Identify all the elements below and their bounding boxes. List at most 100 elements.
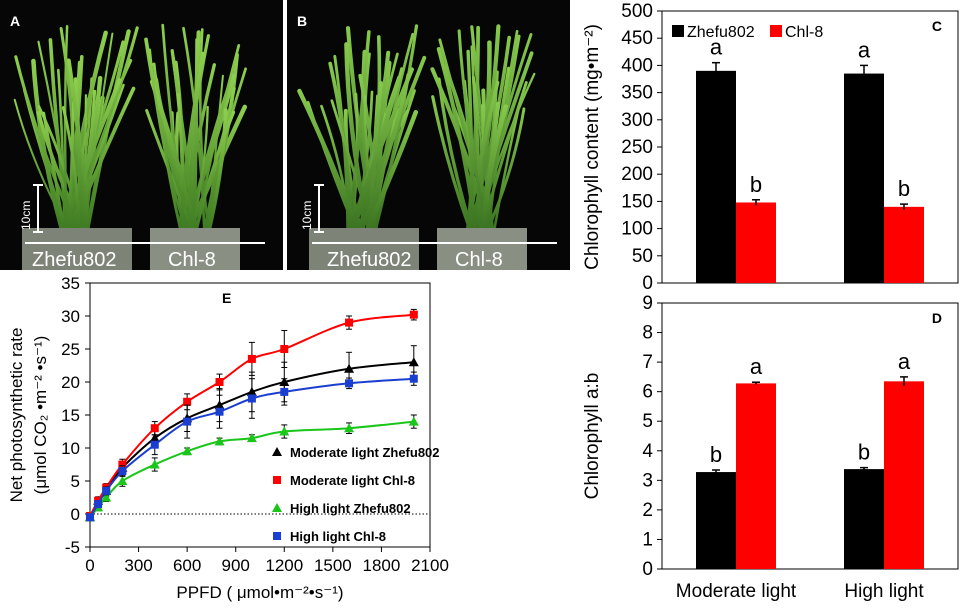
bar-chl-8-2 xyxy=(884,206,924,283)
curve-high-light-zhefu802 xyxy=(89,420,414,518)
data-point xyxy=(85,512,95,522)
data-point xyxy=(247,354,256,363)
rice-plants-photo-b: B 10cm Zhefu802 Chl-8 xyxy=(287,0,570,270)
legend-label: High light Zhefu802 xyxy=(290,501,411,516)
rice-leaf-blade xyxy=(472,80,483,233)
x-tick-label: 1500 xyxy=(314,556,352,575)
data-point xyxy=(183,417,192,426)
y-axis-label-line2: (μmol CO₂ •m⁻² •s⁻¹) xyxy=(31,336,50,495)
rice-leaf-blade xyxy=(297,88,360,235)
photo-label-zhefu802-b: Zhefu802 xyxy=(327,249,412,270)
y-tick-label: 7 xyxy=(642,352,653,373)
data-point xyxy=(279,377,290,386)
data-point xyxy=(344,363,355,373)
data-point xyxy=(149,459,160,469)
x-tick-label: 2100 xyxy=(411,556,449,575)
significance-letter: b xyxy=(898,176,910,201)
legend-marker xyxy=(273,476,281,484)
plot-frame xyxy=(661,302,959,570)
data-point xyxy=(409,310,418,319)
rice-leaf-blade xyxy=(437,77,475,234)
rice-leaf-blade xyxy=(364,109,419,235)
panel-letter-b: B xyxy=(297,13,307,29)
rice-leaf-blade xyxy=(192,38,199,234)
y-tick-label: 300 xyxy=(621,110,653,131)
y-tick-label: 350 xyxy=(621,83,653,104)
curve-moderate-light-zhefu802 xyxy=(89,361,414,518)
bar-zhefu802-2 xyxy=(844,73,884,283)
data-point xyxy=(94,496,103,505)
bar-zhefu802-1 xyxy=(696,70,736,283)
y-tick-label: 5 xyxy=(71,472,80,491)
y-tick-label: 200 xyxy=(621,164,653,185)
significance-letter: a xyxy=(750,354,763,379)
y-axis-label: Chlorophyll content (mg•m⁻²) xyxy=(582,24,603,270)
data-point xyxy=(214,400,225,410)
y-tick-label: 9 xyxy=(642,293,653,314)
scale-bar-label-b: 10cm xyxy=(300,201,314,230)
y-tick-label: 5 xyxy=(642,411,653,432)
rice-leaf-blade xyxy=(148,48,188,234)
photo-label-chl8-b: Chl-8 xyxy=(455,249,503,270)
x-tick-label: 0 xyxy=(85,556,94,575)
data-point xyxy=(93,495,104,505)
data-point xyxy=(280,387,289,396)
rice-leaf-blade xyxy=(68,100,76,234)
data-point xyxy=(149,433,160,443)
data-point xyxy=(214,436,225,446)
plot-frame xyxy=(89,282,431,548)
photo-panel-b: B 10cm Zhefu802 Chl-8 xyxy=(287,0,570,270)
legend-marker xyxy=(273,532,281,540)
data-point xyxy=(117,462,128,472)
significance-letter: b xyxy=(750,172,762,197)
legend-label: Chl-8 xyxy=(785,24,823,41)
rice-leaf-blade xyxy=(485,107,526,234)
legend-label: Zhefu802 xyxy=(687,24,755,41)
rice-leaf-blade xyxy=(62,26,139,234)
curve-moderate-light-chl-8 xyxy=(89,313,414,517)
data-point xyxy=(182,446,193,456)
data-point xyxy=(86,511,94,520)
data-point xyxy=(409,374,418,383)
data-point xyxy=(345,318,354,327)
significance-letter: a xyxy=(858,37,871,62)
data-point xyxy=(280,345,289,353)
y-tick-label: 3 xyxy=(642,470,653,491)
rice-leaf-blade xyxy=(373,24,419,234)
panel-letter: E xyxy=(222,290,231,306)
legend-marker xyxy=(272,503,282,512)
y-tick-label: 0 xyxy=(642,559,653,580)
data-point xyxy=(102,486,111,495)
scale-bar-label-a: 10cm xyxy=(19,201,33,230)
y-tick-label: 30 xyxy=(61,307,80,326)
bar-chl-8-1 xyxy=(736,383,776,569)
data-point xyxy=(150,424,159,433)
bar-zhefu802-2 xyxy=(844,469,884,569)
data-point xyxy=(117,476,128,485)
rice-leaf-blade xyxy=(71,89,97,234)
y-tick-label: 0 xyxy=(71,505,80,524)
panel-letter-a: A xyxy=(10,13,20,29)
rice-leaf-blade xyxy=(198,28,210,234)
y-tick-label: 0 xyxy=(642,273,653,294)
y-tick-label: 8 xyxy=(642,323,653,344)
bar-chl-8-2 xyxy=(884,381,924,569)
rice-leaf-blade xyxy=(42,111,66,234)
y-tick-label: 1 xyxy=(642,529,653,550)
data-point xyxy=(93,502,104,512)
bar-chl-8-1 xyxy=(736,202,776,283)
data-point xyxy=(246,386,257,396)
x-tick-label: 1800 xyxy=(363,556,401,575)
y-tick-label: 500 xyxy=(621,1,653,22)
rice-leaf-blade xyxy=(206,108,228,234)
rice-leaf-blade xyxy=(193,110,236,234)
curve-high-light-chl-8 xyxy=(89,377,414,518)
y-tick-label: 35 xyxy=(61,274,80,293)
y-tick-label: 150 xyxy=(621,191,653,212)
rice-leaf-blade xyxy=(67,83,125,234)
y-tick-label: 10 xyxy=(61,439,80,458)
photo-label-chl8-a: Chl-8 xyxy=(168,249,216,270)
significance-letter: b xyxy=(710,442,722,467)
bar-zhefu802-1 xyxy=(696,472,736,569)
significance-letter: a xyxy=(898,349,911,374)
